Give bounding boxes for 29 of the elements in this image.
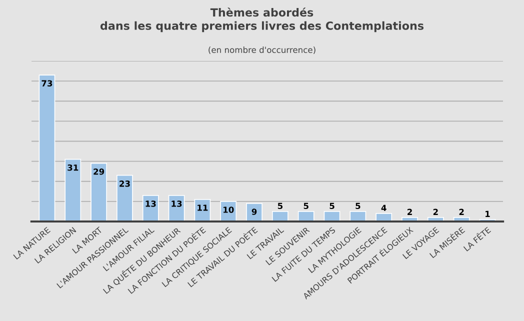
bar: [272, 211, 288, 222]
data-label: 5: [304, 202, 308, 210]
data-label: 10: [224, 206, 234, 213]
data-label: 29: [94, 168, 104, 175]
data-label: 9: [252, 208, 257, 215]
data-label: 5: [356, 202, 360, 210]
bar: [64, 158, 82, 222]
data-label: 23: [120, 180, 130, 187]
data-label: 5: [278, 202, 283, 210]
bar: [376, 213, 392, 222]
data-label: 13: [172, 200, 182, 207]
data-label: 5: [330, 202, 334, 210]
chart-title: Thèmes abordés dans les quatre premiers livres des Contemplations: [100, 8, 424, 32]
bar: [298, 211, 314, 222]
data-label: 2: [459, 208, 464, 215]
data-label: 31: [68, 164, 78, 171]
data-label: 11: [198, 204, 208, 211]
bar: [116, 174, 133, 222]
data-label: 1: [486, 210, 490, 217]
bar: [38, 74, 56, 222]
data-label: 73: [42, 80, 52, 86]
chart-subtitle: (en nombre d'occurrence): [208, 46, 316, 54]
bar: [350, 211, 366, 222]
data-label: 4: [381, 204, 386, 211]
bar: [90, 162, 108, 222]
data-label: 13: [146, 200, 156, 207]
bar: [142, 194, 159, 222]
data-label: 2: [408, 208, 412, 215]
data-label: 2: [433, 208, 438, 215]
